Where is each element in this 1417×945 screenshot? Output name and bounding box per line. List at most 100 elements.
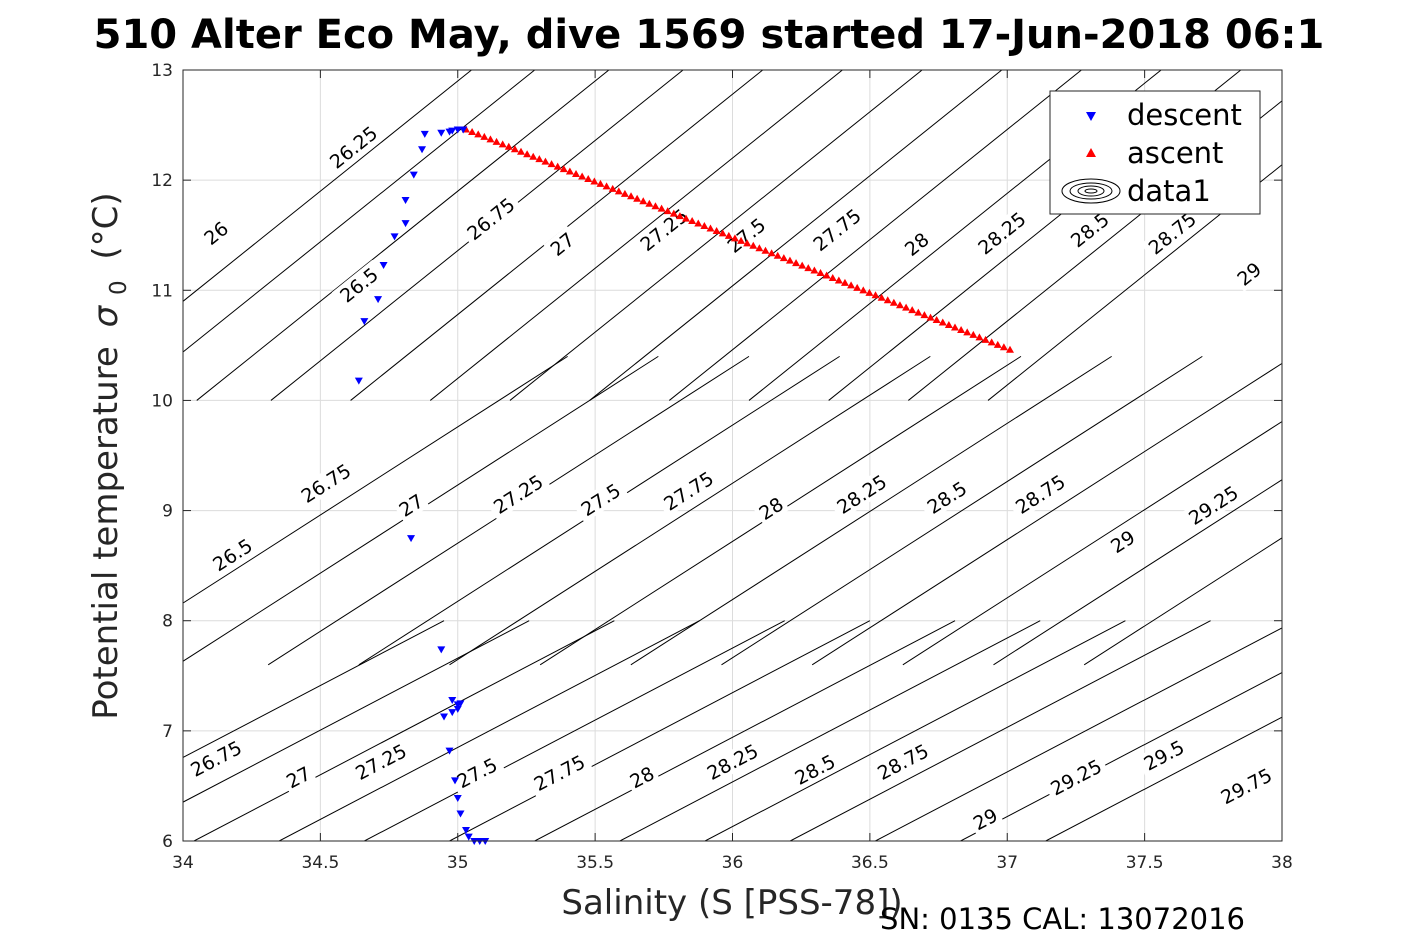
contour-middle-line [630,355,1112,666]
ascent-point [865,288,874,296]
contour-middle-line [721,355,1203,666]
legend-descent-label: descent [1127,98,1242,132]
ascent-point [492,137,501,145]
x-axis-ticks: 34 34.5 35 35.5 36 36.5 37 37.5 38 [172,70,1293,873]
contour-lower-line [960,671,1282,841]
legend: descent ascent data1 [1049,90,1261,215]
contour-lower-label-bg [347,737,414,787]
ascent-point [950,323,959,331]
legend-ascent-label: ascent [1127,136,1223,170]
y-tick-label: 12 [151,171,173,191]
ascent-series [461,125,1014,353]
contour-lower-label-bg [623,760,661,794]
ascent-point [871,291,880,299]
descent-point [420,130,429,138]
contour-lower-line [1045,716,1282,841]
descent-point [453,795,462,803]
descent-point [437,646,446,654]
ascent-point [657,204,666,212]
descent-point [448,709,457,717]
ascent-point [596,179,605,187]
ascent-point [1005,345,1014,353]
descent-point [456,700,465,708]
legend-data1-contour-icon [1061,178,1121,204]
ascent-point [498,140,507,148]
contour-middle-line [993,479,1282,666]
contour-upper-line [183,70,535,353]
y-tick-label: 6 [162,832,173,852]
ascent-point [651,202,660,210]
descent-point [401,196,410,204]
descent-point [379,261,388,269]
contour-lower-label-bg [699,737,766,787]
ascent-point [743,239,752,247]
ascent-point [755,244,764,252]
contour-upper-label-bg [897,226,936,262]
descent-point [418,146,427,154]
contour-lower-label-bg [526,748,593,798]
ascent-point [920,311,929,319]
contour-lower-line [704,620,1126,841]
ascent-point [559,165,568,173]
ascent-point [682,214,691,222]
y-axis-ticks: 6 7 8 9 10 11 12 13 [151,61,1282,852]
contour-middle-label-bg [1007,467,1073,521]
ascent-point [993,340,1002,348]
y-tick-label: 9 [162,502,173,522]
descent-point [448,127,457,135]
descent-point [461,826,470,834]
contour-middle-line [902,420,1282,666]
ascent-point [645,199,654,207]
ascent-point [847,281,856,289]
contour-upper-label-bg [970,204,1034,262]
ascent-point [889,298,898,306]
contour-lower-label-bg [869,737,936,787]
contour-lower-line [875,627,1282,841]
descent-point [453,126,462,134]
ascent-point [608,184,617,192]
ascent-point [804,264,813,272]
x-axis-label: Salinity (S [PSS-78]) [561,883,902,923]
ascent-point [828,273,837,281]
ascent-point [724,231,733,239]
legend-ascent-marker [1086,148,1096,157]
ascent-point [517,147,526,155]
contour-upper-label-bg [719,210,774,261]
ascent-point [932,316,941,324]
ascent-point [510,145,519,153]
ascent-point [486,135,495,143]
ascent-point [914,308,923,316]
ascent-point [957,325,966,333]
ascent-point [779,254,788,262]
contour-lower-line [364,620,785,841]
ascent-point [639,197,648,205]
descent-series [354,126,490,845]
contour-middle-label-bg [572,476,629,523]
ascent-point [816,269,825,277]
contour-upper-line [589,70,1003,401]
descent-point [437,129,446,137]
ascent-point [895,301,904,309]
ascent-point [712,226,721,234]
x-tick-label: 34 [172,853,194,873]
y-axis-label-text: Potential temperature [86,346,126,719]
y-axis-label-symbol: σ [86,304,126,327]
y-tick-label: 7 [162,722,173,742]
contour-middle-label-bg [1104,524,1142,559]
ascent-point [578,172,587,180]
ascent-point [834,276,843,284]
contour-middle-label-bg [752,491,790,526]
ascent-point [877,293,886,301]
ascent-point [572,170,581,178]
contour-middle-line [1083,537,1282,666]
contour-upper-line [196,70,610,401]
contour-lower-label-bg [786,747,844,792]
ascent-point [541,157,550,165]
ascent-point [944,321,953,329]
contour-lower-line [183,620,445,759]
contour-lower-label-bg [1042,752,1109,802]
contour-lower-line [278,620,700,841]
ascent-point [669,209,678,217]
ascent-point [749,241,758,249]
